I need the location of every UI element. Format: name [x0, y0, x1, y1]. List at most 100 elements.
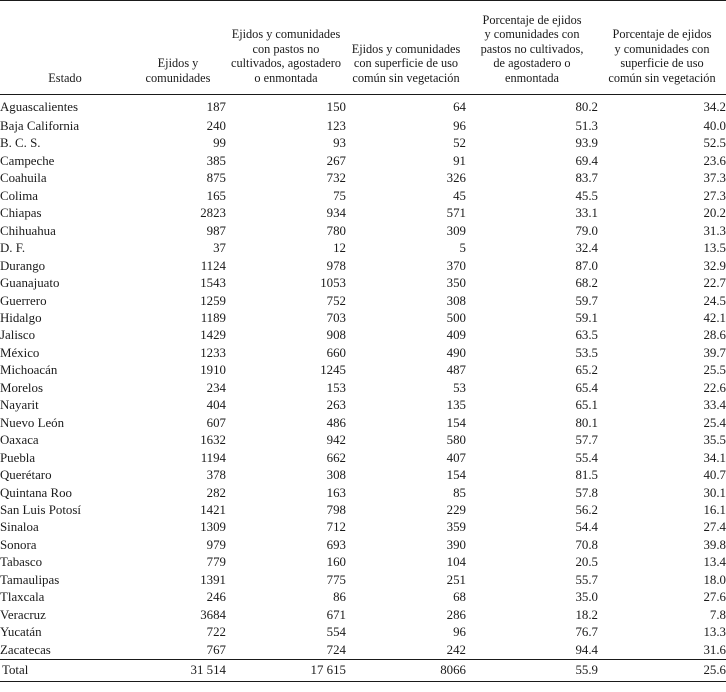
cell-c5: 23.6 [703, 153, 726, 168]
cell-c2: 12 [333, 241, 346, 256]
cell-estado: Colima [0, 188, 38, 203]
cell-c3: 286 [446, 607, 466, 622]
cell-c1: 875 [206, 171, 226, 186]
cell-estado: Morelos [0, 380, 43, 395]
cell-c1: 1910 [200, 363, 226, 378]
cell-c3: 229 [446, 502, 466, 517]
column-header-c4-line-1: Porcentaje de ejidos [482, 12, 582, 27]
column-header-c5-line-3: superficie de uso [620, 56, 704, 71]
column-header-c3-line-3: común sin vegetación [352, 70, 460, 85]
cell-c3: 308 [446, 293, 466, 308]
column-header-c2-line-3: cultivados, agostadero [231, 56, 341, 71]
table-row: Guanajuato 1543 1053 350 68.2 22.7 [0, 275, 726, 292]
table-row: Morelos 234 153 53 65.4 22.6 [0, 380, 726, 397]
table-row: Campeche 385 267 91 69.4 23.6 [0, 153, 726, 170]
cell-c2: 75 [333, 188, 346, 203]
cell-c5: 52.5 [703, 136, 726, 151]
cell-total-c3: 8066 [346, 659, 466, 683]
table-row: Tabasco 779 160 104 20.5 13.4 [0, 554, 726, 571]
column-header-c1-line-2: comunidades [145, 70, 211, 85]
cell-c2: 934 [326, 206, 346, 221]
cell-c2: 732 [326, 171, 346, 186]
column-header-c3-line-2: con superficie de uso [353, 56, 459, 71]
column-header-c4-line-5: enmontada [505, 70, 559, 85]
cell-c4: 59.7 [575, 293, 598, 308]
cell-c2: 486 [326, 415, 346, 430]
cell-c4: 59.1 [575, 310, 598, 325]
table-row: Puebla 1194 662 407 55.4 34.1 [0, 450, 726, 467]
cell-c5: 35.5 [703, 433, 726, 448]
column-header-c4-line-2: y comunidades con [484, 27, 580, 42]
cell-c5: 27.6 [703, 590, 726, 605]
cell-c5: 13.5 [703, 241, 726, 256]
cell-estado: Quintana Roo [0, 485, 72, 500]
cell-c2: 942 [326, 433, 346, 448]
cell-estado: México [0, 345, 40, 360]
cell-estado: Baja California [0, 119, 80, 133]
table-total-row: Total 31 514 17 615 8066 55.9 25.6 [0, 659, 726, 683]
cell-c4: 70.8 [575, 537, 598, 552]
cell-estado: Hidalgo [0, 310, 42, 325]
cell-c5: 34.1 [703, 450, 726, 465]
cell-estado: D. F. [0, 241, 26, 256]
column-header-c3-line-1: Ejidos y comunidades [351, 41, 461, 56]
cell-c3: 251 [446, 572, 466, 587]
cell-c4: 68.2 [575, 276, 598, 291]
cell-c3: 242 [446, 642, 466, 657]
cell-c5: 39.8 [703, 537, 726, 552]
cell-c4: 76.7 [575, 625, 598, 640]
cell-c1: 37 [213, 241, 226, 256]
cell-c4: 54.4 [575, 520, 598, 535]
cell-c5: 7.8 [709, 607, 726, 622]
cell-c1: 282 [206, 485, 226, 500]
cell-c1: 767 [206, 642, 226, 657]
column-header-c2-line-2: con pastos no [252, 41, 320, 56]
cell-c2: 93 [333, 136, 346, 151]
cell-c2: 662 [326, 450, 346, 465]
table-header-row: Estado Ejidos y comunidades Ejidos y com… [0, 0, 726, 95]
cell-c2: 160 [326, 555, 346, 570]
cell-c1: 1543 [200, 276, 226, 291]
column-header-ejidos-y-comunidades: Ejidos y comunidades [130, 0, 226, 95]
table-row: Colima 165 75 45 45.5 27.3 [0, 188, 726, 205]
cell-c4: 55.4 [575, 450, 598, 465]
cell-c3: 45 [453, 188, 466, 203]
table-row: D. F. 37 12 5 32.4 13.5 [0, 240, 726, 257]
cell-c3: 96 [453, 119, 466, 133]
cell-c2: 163 [326, 485, 346, 500]
cell-c1: 1233 [200, 345, 226, 360]
cell-c1: 1124 [200, 258, 226, 273]
cell-c5: 37.3 [703, 171, 726, 186]
cell-c3: 5 [459, 241, 466, 256]
table-row: Querétaro 378 308 154 81.5 40.7 [0, 467, 726, 484]
cell-estado: Oaxaca [0, 433, 39, 448]
table-row: Chihuahua 987 780 309 79.0 31.3 [0, 223, 726, 240]
cell-c5: 30.1 [703, 485, 726, 500]
column-header-c5-line-1: Porcentaje de ejidos [612, 27, 712, 42]
cell-c4: 57.7 [575, 433, 598, 448]
cell-c3: 135 [446, 398, 466, 413]
cell-c2: 671 [326, 607, 346, 622]
cell-c3: 53 [453, 380, 466, 395]
cell-c1: 99 [213, 136, 226, 151]
cell-c1: 987 [206, 223, 226, 238]
cell-c4: 65.2 [575, 363, 598, 378]
table-row: Baja California 240 123 96 51.3 40.0 [0, 118, 726, 135]
cell-c2: 86 [333, 590, 346, 605]
cell-c4: 55.7 [575, 572, 598, 587]
cell-c1: 240 [206, 119, 226, 133]
cell-c5: 33.4 [703, 398, 726, 413]
cell-estado: Chihuahua [0, 223, 56, 238]
cell-c4: 33.1 [575, 206, 598, 221]
table-row: Tamaulipas 1391 775 251 55.7 18.0 [0, 572, 726, 589]
cell-total-c5: 25.6 [598, 659, 726, 683]
table-row: Chiapas 2823 934 571 33.1 20.2 [0, 205, 726, 222]
cell-c4: 18.2 [575, 607, 598, 622]
cell-c3: 487 [446, 363, 466, 378]
cell-c4: 53.5 [575, 345, 598, 360]
cell-c3: 407 [446, 450, 466, 465]
column-header-estado: Estado [0, 0, 130, 95]
cell-c3: 52 [453, 136, 466, 151]
cell-c2: 712 [326, 520, 346, 535]
